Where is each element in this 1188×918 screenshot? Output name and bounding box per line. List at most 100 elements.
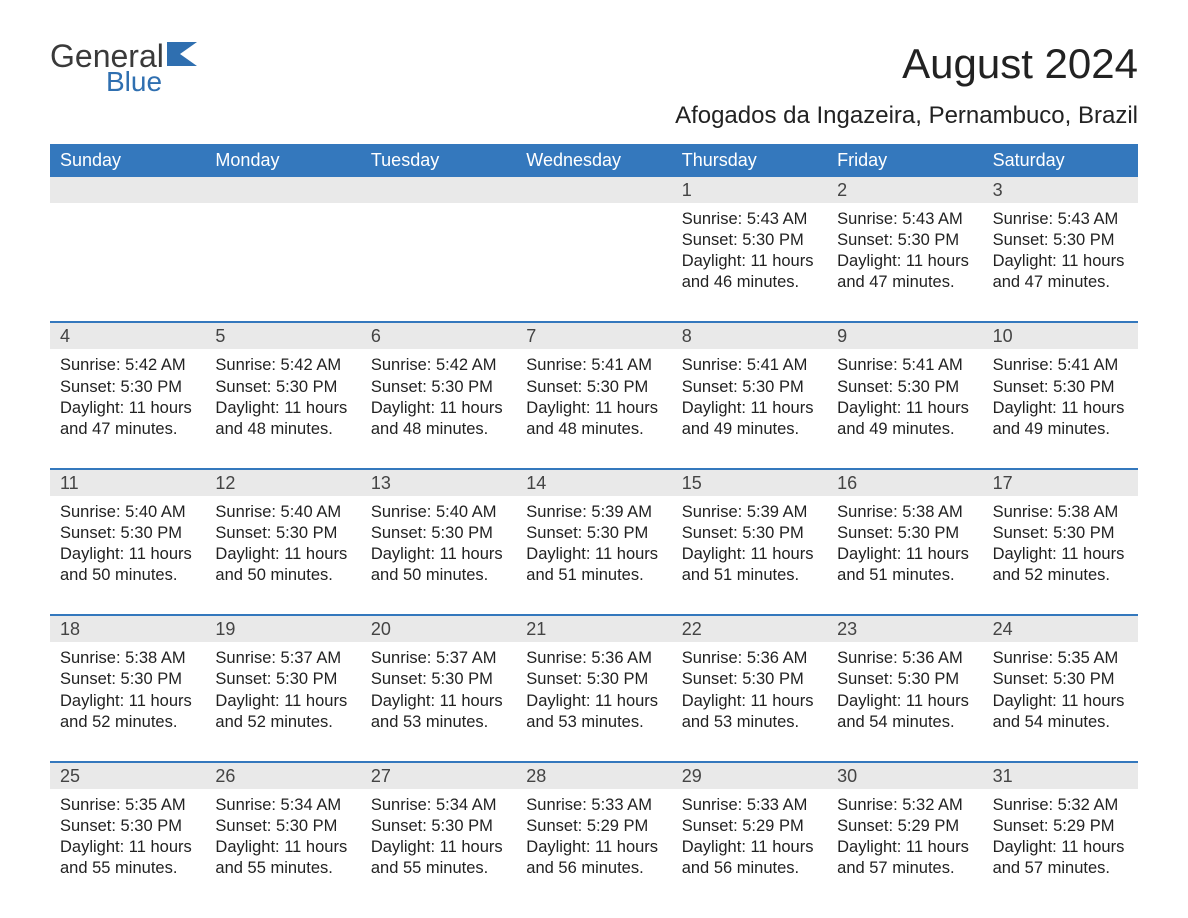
- day-number: 1: [672, 177, 827, 203]
- sunrise-text: Sunrise: 5:36 AM: [526, 648, 661, 669]
- day-number: 3: [983, 177, 1138, 203]
- day-number: 13: [361, 470, 516, 496]
- sunset-text: Sunset: 5:29 PM: [526, 816, 661, 837]
- day-cell: Sunrise: 5:39 AMSunset: 5:30 PMDaylight:…: [516, 496, 671, 614]
- sunset-text: Sunset: 5:30 PM: [371, 669, 506, 690]
- weekday-header: Thursday: [672, 144, 827, 177]
- weekday-header: Wednesday: [516, 144, 671, 177]
- day-number: 24: [983, 616, 1138, 642]
- daylight-text: and 53 minutes.: [526, 712, 661, 733]
- day-number: 25: [50, 763, 205, 789]
- day-number: 15: [672, 470, 827, 496]
- page-header: General Blue August 2024 Afogados da Ing…: [50, 40, 1138, 130]
- daynum-row: 123: [50, 177, 1138, 203]
- daynum-row: 11121314151617: [50, 470, 1138, 496]
- sunset-text: Sunset: 5:30 PM: [993, 669, 1128, 690]
- day-cell: Sunrise: 5:43 AMSunset: 5:30 PMDaylight:…: [672, 203, 827, 321]
- sunrise-text: Sunrise: 5:36 AM: [682, 648, 817, 669]
- daylight-text: Daylight: 11 hours: [215, 691, 350, 712]
- sunset-text: Sunset: 5:30 PM: [60, 377, 195, 398]
- daylight-text: and 51 minutes.: [526, 565, 661, 586]
- daylight-text: Daylight: 11 hours: [993, 544, 1128, 565]
- weekday-header: Monday: [205, 144, 360, 177]
- daylight-text: and 47 minutes.: [993, 272, 1128, 293]
- day-number: 17: [983, 470, 1138, 496]
- calendar-week: 123Sunrise: 5:43 AMSunset: 5:30 PMDaylig…: [50, 177, 1138, 321]
- daylight-text: Daylight: 11 hours: [837, 251, 972, 272]
- day-cell: Sunrise: 5:34 AMSunset: 5:30 PMDaylight:…: [205, 789, 360, 907]
- sunset-text: Sunset: 5:30 PM: [371, 377, 506, 398]
- sunrise-text: Sunrise: 5:34 AM: [215, 795, 350, 816]
- calendar-week: 11121314151617Sunrise: 5:40 AMSunset: 5:…: [50, 468, 1138, 614]
- day-number: 2: [827, 177, 982, 203]
- sunset-text: Sunset: 5:30 PM: [682, 377, 817, 398]
- day-cell: Sunrise: 5:36 AMSunset: 5:30 PMDaylight:…: [516, 642, 671, 760]
- daylight-text: Daylight: 11 hours: [60, 544, 195, 565]
- daylight-text: and 50 minutes.: [60, 565, 195, 586]
- sunrise-text: Sunrise: 5:43 AM: [837, 209, 972, 230]
- sunset-text: Sunset: 5:30 PM: [993, 230, 1128, 251]
- page-subtitle: Afogados da Ingazeira, Pernambuco, Brazi…: [675, 102, 1138, 130]
- sunrise-text: Sunrise: 5:40 AM: [60, 502, 195, 523]
- daylight-text: and 52 minutes.: [215, 712, 350, 733]
- day-cell: Sunrise: 5:43 AMSunset: 5:30 PMDaylight:…: [983, 203, 1138, 321]
- sunrise-text: Sunrise: 5:41 AM: [837, 355, 972, 376]
- sunset-text: Sunset: 5:30 PM: [682, 230, 817, 251]
- day-number: 6: [361, 323, 516, 349]
- daylight-text: and 52 minutes.: [60, 712, 195, 733]
- sunset-text: Sunset: 5:30 PM: [837, 523, 972, 544]
- weekday-header: Tuesday: [361, 144, 516, 177]
- daylight-text: Daylight: 11 hours: [837, 691, 972, 712]
- day-cell: Sunrise: 5:43 AMSunset: 5:30 PMDaylight:…: [827, 203, 982, 321]
- sunset-text: Sunset: 5:29 PM: [837, 816, 972, 837]
- weekday-header: Sunday: [50, 144, 205, 177]
- day-cell: Sunrise: 5:40 AMSunset: 5:30 PMDaylight:…: [50, 496, 205, 614]
- daylight-text: Daylight: 11 hours: [526, 544, 661, 565]
- day-number: 10: [983, 323, 1138, 349]
- day-number: 27: [361, 763, 516, 789]
- daylight-text: Daylight: 11 hours: [837, 544, 972, 565]
- sunset-text: Sunset: 5:30 PM: [837, 669, 972, 690]
- sunrise-text: Sunrise: 5:32 AM: [993, 795, 1128, 816]
- sunset-text: Sunset: 5:30 PM: [993, 523, 1128, 544]
- day-number: 11: [50, 470, 205, 496]
- sunset-text: Sunset: 5:30 PM: [837, 377, 972, 398]
- daylight-text: Daylight: 11 hours: [993, 251, 1128, 272]
- day-cell: [361, 203, 516, 321]
- daylight-text: and 55 minutes.: [60, 858, 195, 879]
- day-number: 28: [516, 763, 671, 789]
- day-cell: Sunrise: 5:41 AMSunset: 5:30 PMDaylight:…: [516, 349, 671, 467]
- daylight-text: and 53 minutes.: [682, 712, 817, 733]
- sunrise-text: Sunrise: 5:41 AM: [526, 355, 661, 376]
- sunrise-text: Sunrise: 5:35 AM: [993, 648, 1128, 669]
- daylight-text: Daylight: 11 hours: [993, 398, 1128, 419]
- logo-flag-icon: [166, 40, 200, 73]
- day-cell: Sunrise: 5:36 AMSunset: 5:30 PMDaylight:…: [827, 642, 982, 760]
- page-title: August 2024: [675, 40, 1138, 88]
- sunrise-text: Sunrise: 5:42 AM: [215, 355, 350, 376]
- daylight-text: and 50 minutes.: [371, 565, 506, 586]
- sunset-text: Sunset: 5:30 PM: [60, 816, 195, 837]
- day-number: [50, 177, 205, 203]
- sunrise-text: Sunrise: 5:35 AM: [60, 795, 195, 816]
- daynum-row: 18192021222324: [50, 616, 1138, 642]
- sunrise-text: Sunrise: 5:37 AM: [215, 648, 350, 669]
- day-cell: Sunrise: 5:39 AMSunset: 5:30 PMDaylight:…: [672, 496, 827, 614]
- sunrise-text: Sunrise: 5:38 AM: [993, 502, 1128, 523]
- daylight-text: Daylight: 11 hours: [682, 398, 817, 419]
- daylight-text: and 46 minutes.: [682, 272, 817, 293]
- calendar-week: 45678910Sunrise: 5:42 AMSunset: 5:30 PMD…: [50, 321, 1138, 467]
- sunrise-text: Sunrise: 5:43 AM: [682, 209, 817, 230]
- daylight-text: Daylight: 11 hours: [60, 691, 195, 712]
- daylight-text: and 49 minutes.: [837, 419, 972, 440]
- day-number: 4: [50, 323, 205, 349]
- sunset-text: Sunset: 5:30 PM: [215, 816, 350, 837]
- daylight-text: Daylight: 11 hours: [526, 691, 661, 712]
- day-number: 22: [672, 616, 827, 642]
- daynum-row: 25262728293031: [50, 763, 1138, 789]
- day-number: 5: [205, 323, 360, 349]
- daylight-text: Daylight: 11 hours: [993, 837, 1128, 858]
- daylight-text: Daylight: 11 hours: [682, 691, 817, 712]
- sunset-text: Sunset: 5:30 PM: [371, 523, 506, 544]
- daylight-text: and 54 minutes.: [837, 712, 972, 733]
